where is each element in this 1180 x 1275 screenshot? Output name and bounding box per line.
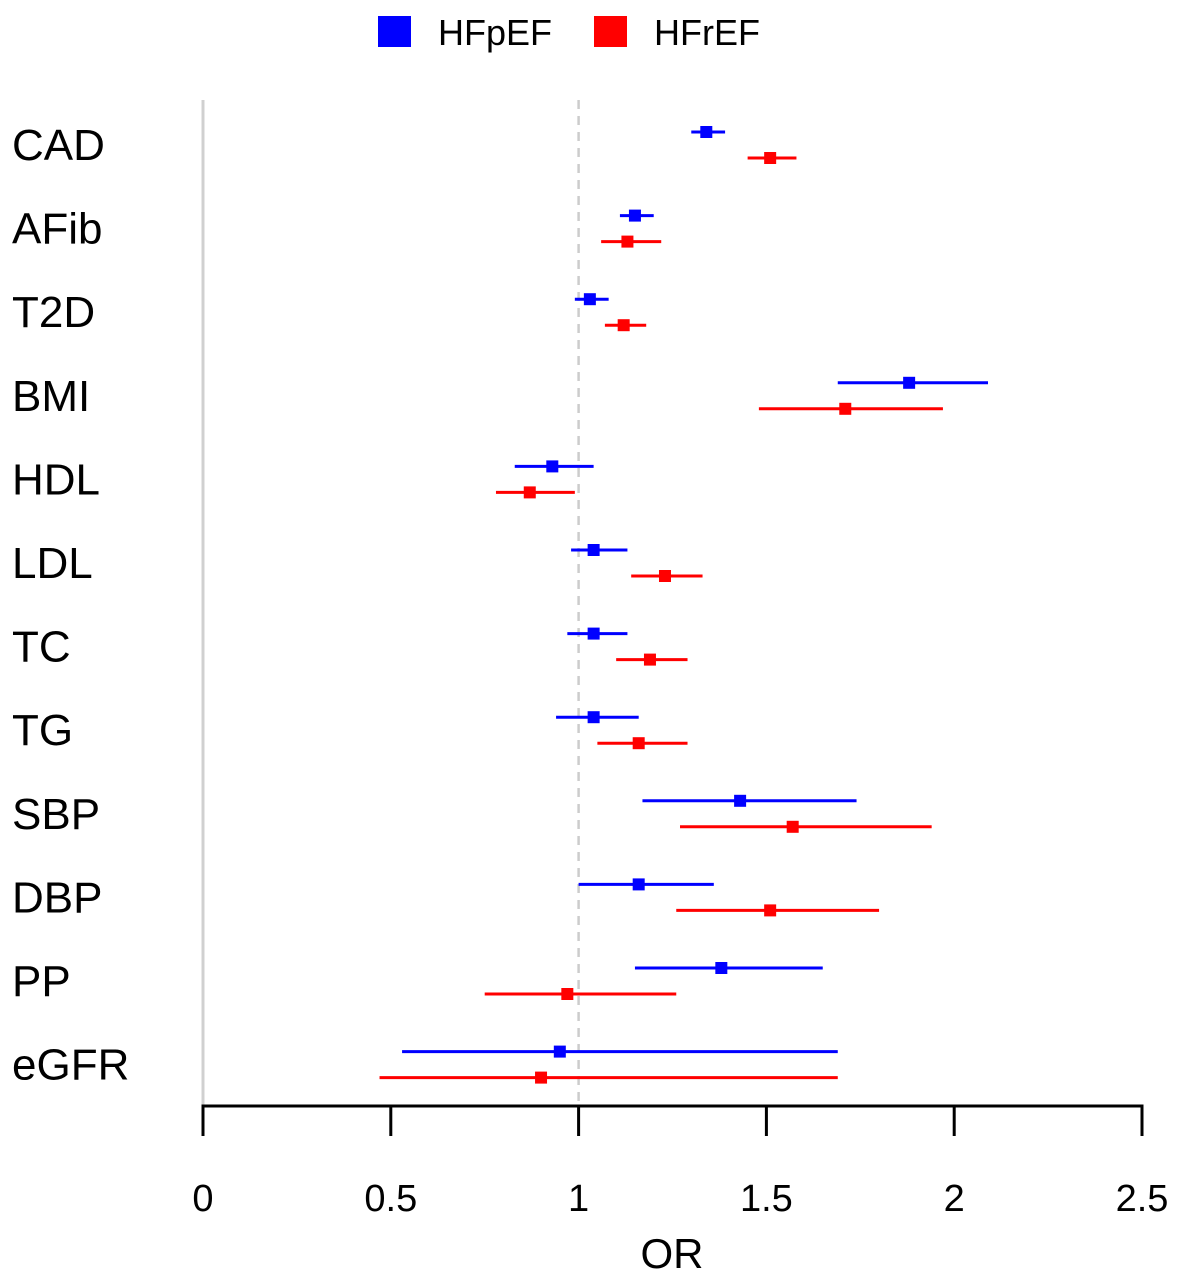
point-hfref-sbp	[786, 820, 799, 833]
legend-label-hfpef: HFpEF	[438, 12, 552, 53]
point-hfref-dbp	[764, 904, 777, 917]
point-hfref-t2d	[617, 319, 630, 332]
x-axis: 0 0.5 1 1.5 2 2.5	[192, 1104, 1169, 1220]
category-label-pp: PP	[12, 957, 71, 1006]
legend-swatch-hfpef	[378, 16, 411, 47]
category-label-t2d: T2D	[12, 288, 95, 337]
x-tick-label: 0	[192, 1178, 213, 1220]
category-label-cad: CAD	[12, 121, 105, 170]
category-label-afib: AFib	[12, 205, 102, 254]
category-labels: CAD AFib T2D BMI HDL LDL TC TG SBP DBP PP eGFR	[12, 121, 129, 1090]
x-tick-label: 2.5	[1116, 1178, 1169, 1220]
point-hfref-ldl	[658, 570, 671, 582]
point-hfref-cad	[764, 152, 777, 164]
category-label-tc: TC	[12, 623, 71, 672]
x-tick-label: 2	[944, 1178, 965, 1220]
point-hfpef-pp	[715, 962, 728, 974]
point-hfpef-tc	[587, 627, 600, 640]
x-tick-label: 0.5	[364, 1178, 417, 1220]
category-label-hdl: HDL	[12, 455, 100, 504]
x-tick-label: 1.5	[740, 1178, 793, 1220]
legend: HFpEF HFrEF	[378, 12, 760, 53]
point-hfpef-cad	[700, 126, 713, 138]
point-hfref-afib	[621, 235, 634, 248]
point-hfref-egfr	[535, 1071, 548, 1084]
point-hfref-bmi	[839, 402, 852, 415]
category-label-tg: TG	[12, 706, 73, 755]
point-hfpef-tg	[587, 711, 600, 724]
point-hfpef-egfr	[553, 1045, 566, 1058]
category-label-egfr: eGFR	[12, 1041, 129, 1090]
category-label-sbp: SBP	[12, 790, 100, 839]
plot-guides	[201, 100, 580, 1106]
category-label-ldl: LDL	[12, 539, 93, 588]
point-hfpef-t2d	[583, 293, 596, 306]
plot-marks	[379, 126, 989, 1084]
point-hfpef-ldl	[587, 544, 600, 556]
x-axis-title: OR	[641, 1230, 704, 1275]
point-hfref-tc	[643, 653, 656, 666]
x-tick-label: 1	[568, 1178, 589, 1220]
point-hfref-hdl	[523, 486, 536, 499]
point-hfpef-hdl	[546, 460, 559, 473]
point-hfpef-bmi	[903, 376, 916, 389]
category-label-bmi: BMI	[12, 372, 90, 421]
legend-label-hfref: HFrEF	[654, 12, 760, 53]
point-hfref-tg	[632, 737, 645, 750]
point-hfpef-afib	[628, 209, 641, 222]
point-hfpef-sbp	[734, 794, 747, 807]
point-hfpef-dbp	[632, 878, 645, 891]
legend-swatch-hfref	[594, 16, 627, 47]
category-label-dbp: DBP	[12, 873, 102, 922]
point-hfref-pp	[561, 988, 574, 1000]
